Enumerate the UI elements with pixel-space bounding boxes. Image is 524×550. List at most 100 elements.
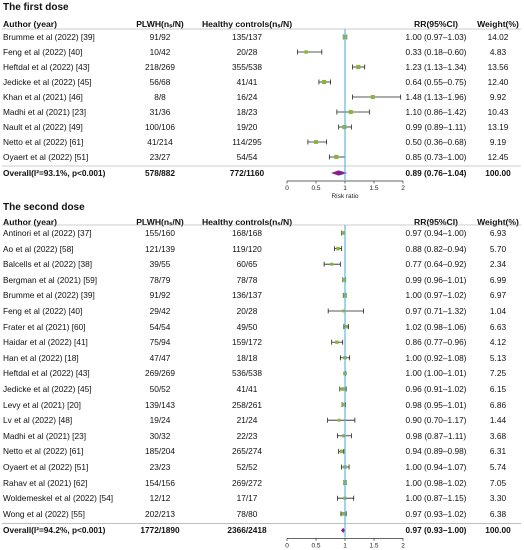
study-controls: 269/272 (232, 477, 262, 488)
x-tick-label: 1 (343, 185, 347, 192)
study-controls: 22/23 (236, 430, 258, 441)
study-plwh: 154/156 (145, 477, 175, 488)
study-weight: 5.70 (489, 243, 507, 254)
point-estimate (339, 449, 344, 454)
point-estimate (336, 246, 340, 251)
study-plwh: 139/143 (145, 399, 175, 410)
study-rr: 1.48 (1.13–1.96) (405, 92, 467, 102)
point-estimate (341, 512, 346, 516)
study-weight: 6.99 (489, 274, 507, 285)
study-controls: 135/137 (232, 32, 262, 42)
study-weight: 4.12 (489, 337, 507, 348)
study-controls: 21/24 (236, 415, 258, 426)
point-estimate (334, 154, 339, 160)
study-plwh: 121/139 (145, 243, 175, 254)
study-author: Madhi et al (2021) [23] (3, 107, 87, 117)
study-author: Brumme et al (2022) [39] (3, 32, 95, 42)
study-weight: 5.74 (489, 462, 507, 472)
study-weight: 3.30 (489, 493, 507, 504)
x-tick-label: 1 (343, 542, 347, 549)
x-tick-label: 0 (285, 185, 289, 192)
study-author: Netto et al (2022) [61] (3, 137, 84, 147)
point-estimate (340, 387, 345, 391)
study-rr: 0.99 (0.89–1.11) (405, 122, 467, 132)
study-author: Feng et al (2022) [40] (3, 47, 83, 57)
study-author: Madhi et al (2021) [23] (3, 430, 87, 441)
overall-controls: 2366/2418 (227, 525, 267, 536)
x-tick-label: 0.5 (311, 185, 320, 192)
study-author: Brumme et al (2022) [39] (3, 290, 95, 301)
x-tick-label: 1.5 (369, 185, 378, 192)
x-tick-label: 0.5 (311, 542, 320, 549)
study-weight: 12.45 (487, 152, 509, 162)
study-weight: 14.02 (487, 32, 509, 42)
study-author: Wong et al (2022) [55] (3, 508, 85, 519)
study-rr: 0.99 (0.96–1.01) (405, 274, 467, 285)
point-estimate (344, 324, 348, 329)
study-rr: 0.98 (0.87–1.11) (405, 430, 467, 441)
point-estimate (341, 309, 345, 313)
study-rr: 0.97 (0.94–1.00) (405, 228, 467, 238)
study-rr: 1.00 (0.98–1.02) (405, 477, 467, 488)
header-rr: RR(95%CI) (414, 19, 458, 29)
study-plwh: 50/52 (149, 384, 171, 394)
study-author: Levy et al (2021) [20] (3, 399, 81, 410)
study-weight: 6.31 (489, 446, 507, 457)
point-estimate (370, 95, 375, 99)
study-rr: 0.85 (0.73–1.00) (405, 152, 467, 162)
study-author: Heftdal et al (2022) [43] (3, 62, 90, 72)
overall-label: Overall(I²=94.2%, p<0.001) (3, 525, 106, 536)
point-estimate (304, 50, 308, 54)
study-author: Jedicke et al (2022) [45] (3, 384, 92, 394)
point-estimate (337, 418, 341, 422)
study-plwh: 91/92 (149, 32, 171, 42)
overall-label: Overall(I²=93.1%, p<0.001) (3, 168, 106, 178)
study-rr: 1.00 (0.92–1.08) (405, 352, 467, 363)
point-estimate (322, 79, 327, 85)
study-rr: 0.97 (0.93–1.02) (405, 508, 467, 519)
panel-title: The first dose (3, 2, 69, 13)
study-rr: 1.00 (0.87–1.15) (405, 493, 467, 504)
study-plwh: 269/269 (145, 368, 175, 379)
forest-plot: 0 0.5 1 1.5 2 Risk ratio (2, 28, 521, 200)
study-author: Oyaert et al (2022) [51] (3, 462, 89, 472)
study-rr: 1.02 (0.98–1.06) (405, 321, 467, 332)
study-plwh: 75/94 (149, 337, 171, 348)
study-controls: 41/41 (236, 384, 258, 394)
study-rr: 0.64 (0.55–0.75) (405, 77, 467, 87)
study-weight: 4.83 (489, 47, 507, 57)
header-rr: RR(95%CI) (414, 217, 458, 227)
study-plwh: 31/36 (149, 107, 171, 117)
overall-diamond (340, 527, 345, 533)
study-author: Haidar et al (2022) [41] (3, 337, 88, 348)
study-weight: 12.40 (487, 77, 509, 87)
study-plwh: 19/24 (149, 415, 171, 426)
study-rr: 1.00 (1.00–1.01) (405, 368, 467, 379)
study-author: Han et al (2022) [18] (3, 352, 79, 363)
point-estimate (330, 262, 334, 266)
study-controls: 60/65 (236, 259, 258, 270)
study-weight: 9.92 (489, 92, 507, 102)
study-weight: 6.93 (489, 228, 507, 238)
header-plwh: PLWH(nₛ/N) (136, 19, 184, 29)
study-controls: 18/23 (236, 107, 258, 117)
study-author: Nault et al (2022) [49] (3, 122, 83, 132)
study-weight: 6.38 (489, 508, 507, 519)
study-rr: 0.96 (0.91–1.02) (405, 384, 467, 394)
x-tick-label: 0 (285, 542, 289, 549)
study-controls: 168/168 (232, 228, 262, 238)
study-weight: 7.05 (489, 477, 507, 488)
study-weight: 6.86 (489, 399, 507, 410)
point-estimate (342, 402, 346, 407)
point-estimate (335, 340, 339, 344)
overall-rr: 0.97 (0.93–1.00) (405, 525, 467, 536)
study-controls: 16/24 (236, 92, 258, 102)
study-plwh: 78/79 (149, 274, 171, 285)
study-controls: 52/52 (236, 462, 258, 472)
study-rr: 1.00 (0.94–1.07) (405, 462, 467, 472)
study-plwh: 185/204 (145, 446, 175, 457)
study-rr: 0.77 (0.64–0.92) (405, 259, 467, 270)
study-controls: 78/78 (236, 274, 258, 285)
overall-controls: 772/1160 (229, 168, 265, 178)
study-plwh: 12/12 (149, 493, 171, 504)
